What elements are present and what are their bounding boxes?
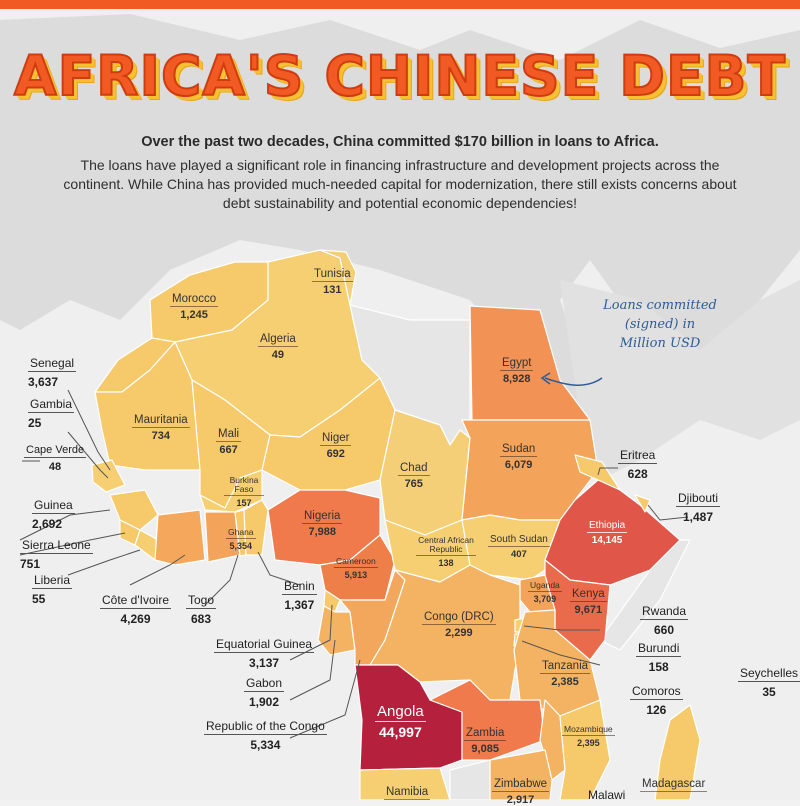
label-gabon: Gabon 1,902 — [244, 676, 285, 709]
region-guinea — [109, 489, 159, 531]
label-mali: Mali 667 — [216, 428, 242, 456]
top-accent-bar — [0, 0, 800, 9]
label-djibouti: Djibouti 1,487 — [676, 491, 721, 524]
label-chad: Chad 765 — [398, 462, 430, 490]
label-equatorial-guinea: Equatorial Guinea 3,137 — [214, 637, 315, 670]
label-mozambique: Mozambique 2,395 — [562, 724, 615, 748]
region-mozambique — [559, 699, 611, 800]
label-rwanda: Rwanda 660 — [640, 604, 689, 637]
page-title: AFRICA'S CHINESE DEBT — [13, 43, 786, 109]
units-note: Loans committed (signed) in Million USD — [603, 298, 717, 351]
label-gambia: Gambia 25 — [28, 397, 75, 430]
label-sierra-leone: Sierra Leone 751 — [20, 538, 93, 571]
label-cape-verde: Cape Verde 48 — [24, 444, 87, 473]
label-niger: Niger 692 — [320, 432, 352, 460]
label-comoros: Comoros 126 — [630, 684, 683, 717]
subtitle: Over the past two decades, China committ… — [141, 134, 659, 150]
label-tanzania: Tanzania 2,385 — [540, 660, 591, 688]
label-benin: Benin 1,367 — [282, 579, 317, 612]
label-togo: Togo 683 — [186, 593, 217, 626]
label-guinea: Guinea 2,692 — [32, 498, 75, 531]
label-car: Central African Republic 138 — [416, 536, 476, 568]
region-namibia — [359, 767, 451, 800]
label-ethiopia: Ethiopia 14,145 — [587, 520, 628, 546]
label-cote-divoire: Côte d'Ivoire 4,269 — [100, 593, 171, 626]
label-republic-congo: Republic of the Congo 5,334 — [204, 719, 327, 752]
label-sudan: Sudan 6,079 — [500, 443, 538, 471]
label-cameroon: Cameroon 5,913 — [334, 556, 378, 580]
label-tunisia: Tunisia 131 — [312, 268, 353, 296]
label-drc: Congo (DRC) 2,299 — [422, 611, 496, 639]
label-liberia: Liberia 55 — [32, 573, 73, 606]
label-morocco: Morocco 1,245 — [170, 293, 219, 321]
label-angola: Angola 44,997 — [375, 703, 426, 740]
region-gabon — [317, 605, 356, 656]
region-liberia — [134, 529, 159, 561]
region-cote-divoire — [154, 509, 206, 566]
intro-paragraph: The loans have played a significant role… — [63, 157, 737, 211]
region-benin — [243, 499, 269, 556]
region-senegal — [91, 459, 126, 493]
label-seychelles: Seychelles 35 — [738, 666, 800, 699]
region-egypt — [469, 305, 591, 421]
label-uganda: Uganda 3,709 — [528, 580, 562, 604]
label-egypt: Egypt 8,928 — [500, 357, 534, 385]
label-zambia: Zambia 9,085 — [464, 727, 507, 755]
label-zimbabwe: Zimbabwe 2,917 — [492, 778, 550, 806]
region-tunisia — [319, 249, 357, 306]
label-burundi: Burundi 158 — [636, 641, 682, 674]
region-djibouti — [634, 494, 651, 513]
label-south-sudan: South Sudan 407 — [488, 534, 550, 560]
region-madagascar — [654, 704, 701, 800]
label-mauritania: Mauritania 734 — [132, 414, 190, 442]
label-ghana: Ghana 5,354 — [226, 527, 256, 551]
label-nigeria: Nigeria 7,988 — [302, 510, 343, 538]
label-malawi: Malawi — [588, 788, 626, 802]
label-eritrea: Eritrea 628 — [618, 448, 658, 481]
region-botswana — [449, 759, 491, 800]
label-senegal: Senegal 3,637 — [28, 356, 77, 389]
label-namibia: Namibia — [384, 786, 431, 800]
label-algeria: Algeria 49 — [258, 333, 298, 361]
label-madagascar: Madagascar — [640, 778, 708, 792]
label-burkina-faso: Burkina Faso 157 — [224, 476, 264, 508]
region-burkina-faso — [199, 469, 263, 513]
label-kenya: Kenya 9,671 — [570, 588, 607, 616]
